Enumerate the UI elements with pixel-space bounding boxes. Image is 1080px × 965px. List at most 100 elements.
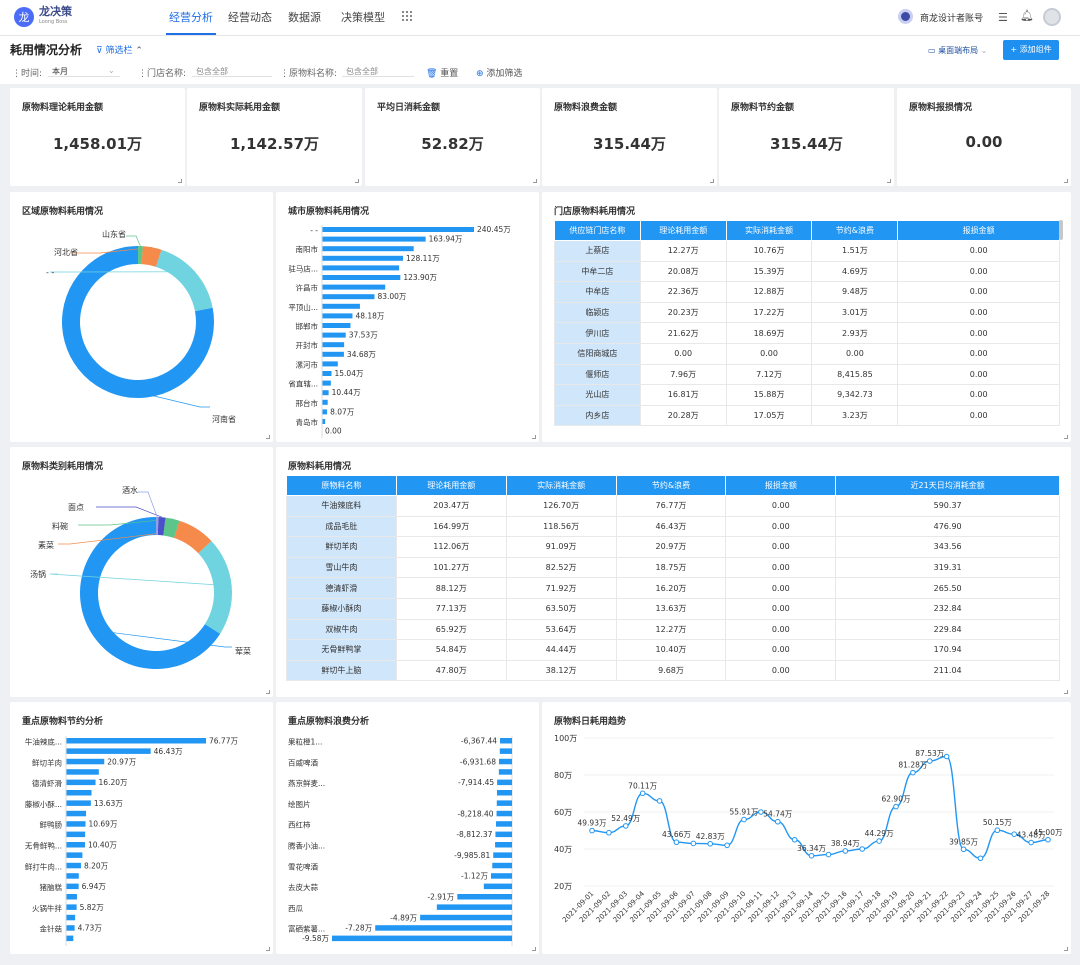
label-leader-line [138, 491, 158, 518]
resize-handle[interactable] [1064, 947, 1068, 951]
table-cell: 203.47万 [395, 495, 507, 517]
table-cell: 17.22万 [725, 301, 813, 324]
table-row[interactable]: 偃师店 7.96万 7.12万 8,415.85 0.00 [554, 363, 1060, 386]
table-row[interactable]: 无骨鲜鸭掌 54.84万 44.44万 10.40万 0.00 170.94 [286, 639, 1060, 661]
data-label: 70.11万 [628, 781, 657, 790]
resize-handle[interactable] [355, 179, 359, 183]
avatar[interactable] [1043, 8, 1061, 26]
resize-handle[interactable] [266, 690, 270, 694]
resize-handle[interactable] [533, 179, 537, 183]
bar [66, 852, 83, 858]
column-header[interactable]: 报损金额 [897, 220, 1060, 241]
column-header[interactable]: 实际消耗金额 [505, 475, 617, 496]
resize-handle[interactable] [532, 435, 536, 439]
resize-handle[interactable] [710, 179, 714, 183]
table-row[interactable]: 中牟二店 20.08万 15.39万 4.69万 0.00 [554, 260, 1060, 283]
resize-handle[interactable] [266, 947, 270, 951]
data-point [859, 846, 866, 852]
slice-label: 素菜 [38, 540, 54, 550]
menu-icon[interactable]: ☰ [998, 11, 1008, 24]
row-name-cell: 光山店 [554, 384, 641, 406]
table-row[interactable]: 雪山牛肉 101.27万 82.52万 18.75万 0.00 319.31 [286, 556, 1060, 579]
add-filter-button[interactable]: ⊕ 添加筛选 [476, 69, 523, 79]
table-row[interactable]: 伊川店 21.62万 18.69万 2.93万 0.00 [554, 322, 1060, 344]
table-row[interactable]: 藤椒小酥肉 77.13万 63.50万 13.63万 0.00 232.84 [286, 597, 1060, 620]
table-cell: 590.37 [835, 495, 1060, 517]
resize-handle[interactable] [1064, 435, 1068, 439]
table-row[interactable]: 信阳商城店 0.00 0.00 0.00 0.00 [554, 342, 1060, 365]
table-row[interactable]: 上蔡店 12.27万 10.76万 1.51万 0.00 [554, 240, 1060, 262]
table-cell: 164.99万 [395, 515, 507, 538]
resize-handle[interactable] [1064, 179, 1068, 183]
table-row[interactable]: 中牟店 22.36万 12.88万 9.48万 0.00 [554, 281, 1060, 303]
resize-handle[interactable] [266, 435, 270, 439]
column-header[interactable]: 节约&浪费 [811, 220, 899, 241]
time-filter-value[interactable]: 本月 [52, 67, 68, 76]
desktop-layout-select[interactable]: ▭ 桌面端布局 ⌄ [928, 46, 988, 55]
tab-business-analysis[interactable]: 经营分析 [166, 0, 216, 35]
kpi-title: 平均日消耗金额 [377, 103, 441, 113]
resize-handle[interactable] [178, 179, 182, 183]
bar [322, 265, 400, 271]
data-point [673, 839, 680, 846]
store-filter-value[interactable]: 包含全部 [196, 67, 228, 76]
table-cell: 0.00 [725, 597, 837, 620]
material-filter-value[interactable]: 包含全部 [346, 67, 378, 76]
table-row[interactable]: 双椒牛肉 65.92万 53.64万 12.27万 0.00 229.84 [286, 618, 1060, 641]
table-row[interactable]: 牛油辣底料 203.47万 126.70万 76.77万 0.00 590.37 [286, 495, 1060, 517]
apps-grid-icon[interactable] [402, 11, 412, 21]
column-header[interactable]: 供应链门店名称 [554, 220, 641, 241]
column-header[interactable]: 理论耗用金额 [395, 475, 507, 496]
table-row[interactable]: 鲜切牛上脑 47.80万 38.12万 9.68万 0.00 211.04 [286, 659, 1060, 682]
column-header[interactable]: 实际消耗金额 [725, 220, 813, 241]
data-point [1028, 839, 1034, 846]
column-header[interactable]: 原物料名称 [286, 475, 397, 496]
column-header[interactable]: 近21天日均消耗金额 [835, 475, 1060, 496]
table-row[interactable]: 成品毛肚 164.99万 118.56万 46.43万 0.00 476.90 [286, 515, 1060, 538]
tab-business-dynamics[interactable]: 经营动态 [228, 11, 272, 24]
resize-handle[interactable] [532, 947, 536, 951]
reset-button[interactable]: 🗑︎ 重置 [426, 69, 459, 79]
category-label: 许昌市 [296, 283, 319, 293]
column-header[interactable]: 理论耗用金额 [639, 220, 727, 241]
category-label: 鲜打牛肉... [25, 861, 62, 871]
resize-handle[interactable] [887, 179, 891, 183]
tab-decision-model[interactable]: 决策模型 [341, 11, 385, 24]
category-label: 火锅牛拌 [32, 903, 62, 913]
table-cell: 20.23万 [639, 301, 727, 324]
account-icon[interactable] [898, 9, 913, 24]
table-cell: 0.00 [897, 384, 1060, 406]
slice-label: 河北省 [54, 247, 78, 257]
account-name[interactable]: 商龙设计者账号 [920, 14, 984, 24]
chevron-down-icon[interactable]: ⌄ [108, 66, 115, 75]
table-row[interactable]: 鲜切羊肉 112.06万 91.09万 20.97万 0.00 343.56 [286, 536, 1060, 558]
add-component-button[interactable]: + 添加组件 [1003, 40, 1059, 60]
tab-data-source[interactable]: 数据源 [288, 11, 321, 24]
series-line [591, 755, 1049, 859]
column-header[interactable]: 报损金额 [725, 475, 837, 496]
category-label: 西红柿 [288, 820, 311, 830]
category-label: 德清虾滑 [32, 778, 62, 788]
table-cell: 53.64万 [505, 618, 617, 641]
chart-title: 重点原物料节约分析 [22, 717, 104, 727]
category-label: 驻马店... [288, 263, 318, 273]
data-point [741, 816, 747, 823]
bar [420, 914, 512, 921]
data-label: 8.20万 [84, 861, 109, 870]
bar [496, 800, 512, 806]
bell-icon[interactable]: 🔔︎ [1020, 9, 1034, 22]
table-row[interactable]: 德清虾滑 88.12万 71.92万 16.20万 0.00 265.50 [286, 577, 1060, 599]
table-row[interactable]: 临颍店 20.23万 17.22万 3.01万 0.00 [554, 301, 1060, 324]
data-label: -8,812.37 [456, 830, 492, 839]
table-row[interactable]: 内乡店 20.28万 17.05万 3.23万 0.00 [554, 404, 1060, 427]
chevron-down-icon[interactable]: ⌄ [978, 11, 985, 20]
table-row[interactable]: 光山店 16.81万 15.88万 9,342.73 0.00 [554, 384, 1060, 406]
app-logo[interactable]: 龙 龙决策 Loong Boss [14, 6, 72, 27]
scrollbar[interactable] [1059, 220, 1063, 240]
resize-handle[interactable] [1064, 690, 1068, 694]
data-label: 55.91万 [730, 808, 759, 817]
filter-bar-toggle[interactable]: ⊽ 筛选栏 ⌃ [96, 46, 143, 56]
column-header[interactable]: 节约&浪费 [615, 475, 727, 496]
data-label: -4.89万 [390, 913, 417, 922]
category-label: 西瓜 [288, 904, 303, 913]
